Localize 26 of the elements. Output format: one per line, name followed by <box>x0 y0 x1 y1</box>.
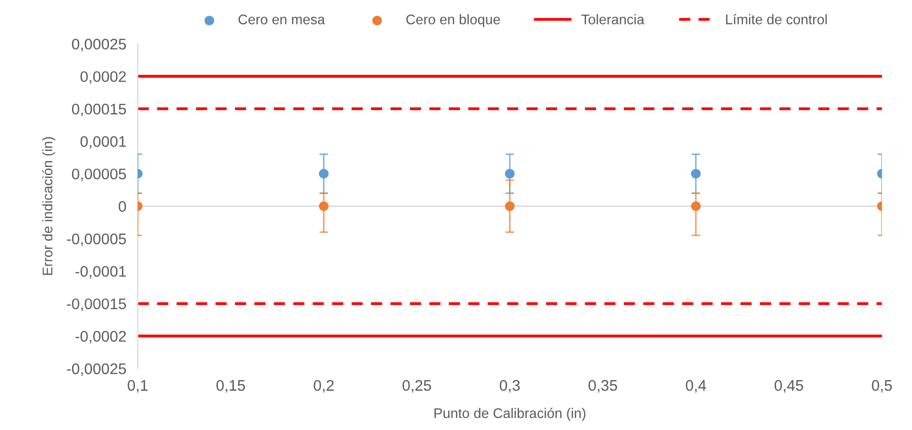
x-tick-label: 0,3 <box>500 380 520 393</box>
x-axis-title: Punto de Calibración (in) <box>434 408 586 421</box>
y-tick-label: -0,00025 <box>66 363 126 376</box>
y-tick-label: -0,00005 <box>66 234 126 246</box>
y-tick-label: 0,0001 <box>80 136 126 149</box>
y-axis-title: Error de indicación (in) <box>42 137 56 275</box>
x-tick-label: 0,45 <box>774 380 804 393</box>
x-tick-label: 0,15 <box>216 380 245 393</box>
y-tick-label: 0 <box>118 201 126 212</box>
y-tick-label: 0,0002 <box>80 71 126 84</box>
x-tick-label: 0,5 <box>872 380 892 393</box>
legend-label: Cero en mesa <box>238 14 326 24</box>
y-tick-label: -0,0001 <box>75 266 126 279</box>
x-tick-label: 0,4 <box>686 380 706 393</box>
legend-label: Cero en bloque <box>406 14 500 28</box>
y-tick-label: -0,0002 <box>75 330 126 344</box>
y-tick-label: 0,00005 <box>72 168 126 182</box>
x-tick-label: 0,35 <box>588 380 618 393</box>
y-tick-label: -0,00015 <box>66 298 126 312</box>
y-tick-label: 0,00025 <box>72 38 126 52</box>
legend-label: Tolerancia <box>581 14 644 24</box>
x-tick-label: 0,1 <box>128 380 148 393</box>
x-tick-label: 0,25 <box>402 380 432 393</box>
x-tick-label: 0,2 <box>314 380 334 393</box>
legend-label: Límite de control <box>726 14 827 24</box>
y-tick-label: 0,00015 <box>72 104 126 116</box>
